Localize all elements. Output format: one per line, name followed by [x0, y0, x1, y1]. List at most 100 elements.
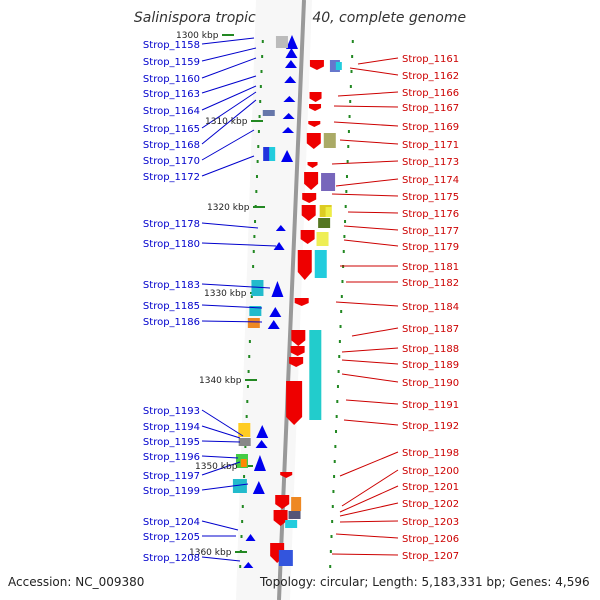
scale-tick [345, 190, 348, 193]
gene-connector-right [341, 359, 399, 365]
gene-connector-left [201, 75, 257, 94]
gene-arrow-reverse [282, 113, 295, 119]
gene-connector-left [201, 91, 257, 129]
gene-connector-right [339, 502, 399, 517]
gene-label-left: Strop_1178 [143, 219, 200, 230]
gene-label-left: Strop_1172 [143, 172, 200, 183]
gene-label-right: Strop_1179 [402, 242, 459, 253]
gene-connector-right [337, 91, 399, 97]
gene-feature-box [263, 147, 274, 161]
gene-feature-box [251, 280, 264, 296]
gene-arrow-reverse [253, 455, 266, 471]
scale-tick [332, 490, 335, 493]
scale-tick [245, 415, 248, 418]
accession-text: Accession: NC_009380 [8, 575, 145, 589]
gene-arrow-reverse [284, 60, 297, 68]
gene-label-right: Strop_1201 [402, 482, 459, 493]
ruler-label: 1320 kbp [207, 203, 250, 213]
scale-tick [340, 310, 343, 313]
gene-connector-left [201, 520, 239, 531]
gene-feature-box [275, 36, 288, 48]
scale-tick [346, 160, 349, 163]
scale-tick [347, 145, 350, 148]
scale-tick [351, 40, 354, 43]
gene-label-left: Strop_1163 [143, 89, 200, 100]
gene-connector-left [201, 483, 249, 491]
scale-tick [349, 85, 352, 88]
gene-label-left: Strop_1194 [143, 422, 200, 433]
gene-label-left: Strop_1186 [143, 317, 200, 328]
strip-shade [236, 0, 312, 600]
scale-tick [342, 250, 345, 253]
gene-arrow-reverse [271, 281, 284, 297]
gene-label-left: Strop_1204 [143, 517, 200, 528]
ruler-label: 1350 kbp [195, 462, 238, 472]
gene-feature-box [316, 232, 329, 246]
gene-arrow-forward [309, 104, 322, 111]
gene-arrow-forward [289, 357, 304, 367]
scale-tick [259, 100, 262, 103]
gene-feature-box [278, 550, 293, 566]
scale-tick [335, 415, 338, 418]
gene-connector-left [201, 37, 255, 45]
scale-tick [255, 190, 258, 193]
gene-label-right: Strop_1189 [402, 360, 459, 371]
gene-connector-left [201, 47, 257, 62]
gene-feature-box [321, 173, 336, 191]
scale-tick [337, 370, 340, 373]
gene-arrow-forward [297, 250, 312, 280]
scale-tick [341, 280, 344, 283]
gene-feature-box [249, 306, 262, 316]
gene-connector-left [201, 85, 257, 111]
scale-tick [351, 55, 354, 58]
gene-connector-right [331, 553, 399, 556]
gene-connector-right [333, 121, 399, 127]
gene-label-right: Strop_1202 [402, 499, 459, 510]
gene-connector-left [201, 556, 241, 562]
gene-feature-box [329, 60, 340, 72]
gene-arrow-reverse [243, 562, 254, 568]
scale-tick [329, 565, 332, 568]
scale-tick [260, 70, 263, 73]
gene-connector-left [201, 409, 244, 437]
gene-arrow-reverse [284, 76, 297, 83]
gene-label-right: Strop_1177 [402, 226, 459, 237]
gene-connector-right [339, 485, 399, 513]
gene-arrow-reverse [245, 534, 256, 541]
gene-connector-right [341, 469, 399, 507]
gene-label-right: Strop_1207 [402, 551, 459, 562]
gene-label-left: Strop_1196 [143, 452, 200, 463]
gene-label-left: Strop_1158 [143, 40, 200, 51]
gene-connector-left [201, 320, 263, 323]
gene-labels: 1300 kbp 1310 kbp 1320 kbp 1330 kbp 1340 kbp… [143, 31, 459, 564]
scale-tick [336, 385, 339, 388]
gene-arrow-forward [275, 495, 290, 509]
gene-label-right: Strop_1191 [402, 400, 459, 411]
gene-connector-left [201, 283, 271, 289]
gene-label-left: Strop_1168 [143, 140, 200, 151]
gene-connector-right [335, 533, 399, 539]
scale-tick [240, 535, 243, 538]
scale-tick [339, 325, 342, 328]
scale-tick [259, 85, 262, 88]
gene-connector-right [331, 160, 399, 165]
scale-tick [241, 505, 244, 508]
gene-label-right: Strop_1182 [402, 278, 459, 289]
gene-connector-right [343, 239, 399, 247]
gene-label-left: Strop_1170 [143, 156, 200, 167]
scale-tick [348, 115, 351, 118]
gene-arrow-forward [301, 205, 316, 221]
scale-tick [261, 40, 264, 43]
scale-tick [347, 130, 350, 133]
scale-tick [252, 250, 255, 253]
gene-label-right: Strop_1171 [402, 140, 459, 151]
gene-arrow-reverse [286, 35, 298, 49]
gene-feature-box [238, 423, 251, 437]
gene-label-right: Strop_1192 [402, 421, 459, 432]
scale-tick [250, 295, 253, 298]
gene-arrow-forward [294, 298, 309, 306]
scale-tick [255, 175, 258, 178]
gene-label-right: Strop_1175 [402, 192, 459, 203]
gene-connector-left [201, 99, 257, 145]
gene-connector-left [201, 129, 255, 161]
